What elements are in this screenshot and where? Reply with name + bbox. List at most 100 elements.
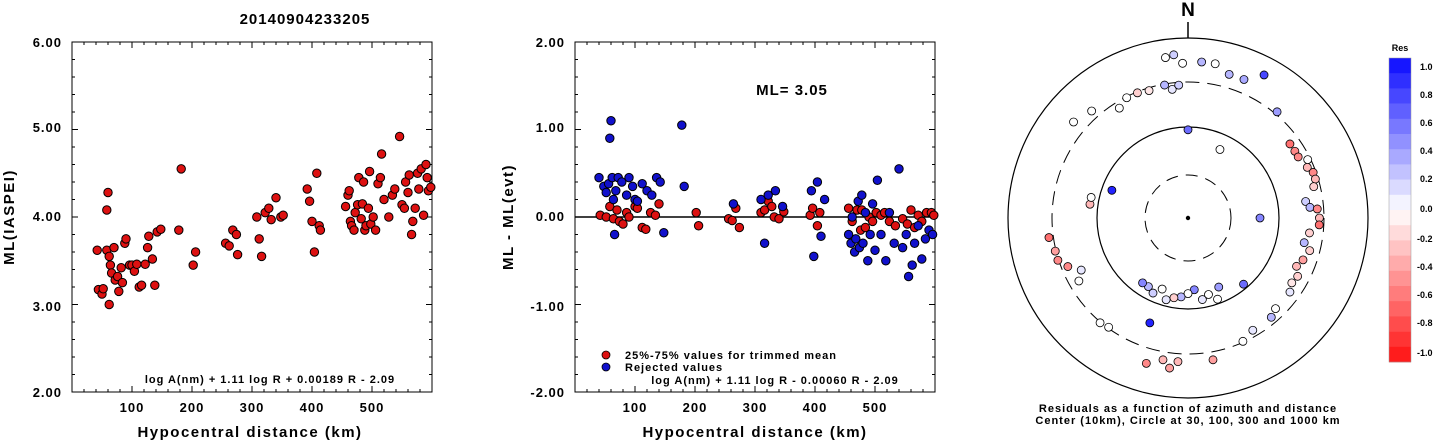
x-tick-label: 100 [623, 400, 648, 415]
station-point [1298, 255, 1308, 265]
x-tick-label: 300 [240, 400, 265, 415]
data-point [621, 190, 632, 200]
colorbar-cell [1389, 194, 1411, 211]
data-point [812, 221, 823, 231]
data-point [917, 254, 927, 264]
data-point [627, 181, 638, 192]
y-tick-label: 1.00 [536, 120, 565, 135]
station-point [1141, 358, 1151, 368]
data-point [863, 256, 873, 266]
station-point [1287, 278, 1297, 288]
data-point [418, 210, 429, 220]
data-point [116, 263, 126, 273]
station-point [1248, 325, 1258, 335]
station-point [1183, 125, 1193, 135]
data-point [309, 247, 320, 257]
colorbar-tick-label: 0.6 [1420, 118, 1433, 128]
colorbar-cell [1389, 134, 1411, 150]
station-point [1204, 290, 1213, 299]
data-point [188, 260, 198, 270]
data-point [897, 242, 908, 253]
legend-marker-rejected [601, 362, 611, 372]
colorbar-cell [1389, 164, 1411, 180]
data-point [349, 225, 359, 235]
station-point [1158, 355, 1168, 365]
colorbar-cell [1389, 103, 1411, 120]
data-point [617, 177, 627, 187]
station-point [1208, 355, 1218, 365]
data-point [370, 225, 381, 235]
y-axis-label: ML - ML(evt) [500, 164, 517, 270]
station-point [1301, 197, 1311, 206]
legend-label-rejected: Rejected values [625, 362, 723, 374]
station-point [1053, 255, 1063, 265]
colorbar-cell [1389, 240, 1411, 256]
station-point [1224, 69, 1234, 79]
data-point [132, 259, 142, 269]
data-point [865, 229, 875, 240]
station-point [1255, 213, 1265, 223]
data-point [774, 214, 784, 224]
data-point [632, 196, 643, 206]
data-point [647, 190, 657, 200]
data-point [608, 194, 619, 205]
data-point [156, 224, 166, 234]
data-point [611, 186, 621, 196]
station-point [1161, 295, 1171, 305]
colorbar-cell [1389, 301, 1411, 317]
data-point [903, 271, 914, 282]
data-point [404, 170, 414, 180]
station-point [1148, 288, 1158, 298]
data-point [264, 203, 274, 213]
station-point [1044, 233, 1054, 242]
colorbar-tick-label: -1.0 [1417, 348, 1433, 358]
data-point [857, 190, 867, 200]
y-tick-label: 6.00 [33, 35, 62, 50]
data-point [307, 216, 317, 227]
colorbar-cell [1389, 286, 1411, 302]
station-point [1167, 84, 1177, 94]
data-point [232, 249, 243, 260]
colorbar-title: Res [1392, 43, 1409, 53]
station-point [1293, 271, 1303, 281]
station-point [1087, 106, 1097, 116]
colorbar-cell [1389, 255, 1411, 272]
figure-title: 20140904233205 [240, 11, 371, 28]
colorbar-cell [1389, 149, 1411, 165]
data-point [375, 172, 386, 183]
data-point [403, 187, 413, 198]
colorbar-cell [1389, 118, 1411, 135]
data-point [271, 193, 281, 203]
data-point [860, 222, 871, 233]
colorbar-tick-label: -0.6 [1417, 290, 1433, 300]
data-point [358, 177, 369, 187]
station-point [1086, 193, 1096, 202]
station-point [1173, 357, 1183, 367]
data-point [624, 212, 634, 222]
data-point [767, 201, 777, 212]
station-point [1069, 117, 1078, 127]
data-point [624, 172, 634, 183]
data-point [376, 149, 387, 159]
station-point [1285, 139, 1295, 149]
data-point [819, 194, 830, 205]
ml-value-label: ML= 3.05 [756, 82, 828, 99]
data-point [763, 190, 773, 200]
station-point [1189, 285, 1199, 295]
colorbar-cell [1389, 346, 1411, 363]
data-point [410, 203, 420, 213]
data-point [256, 251, 267, 262]
station-point [1122, 93, 1132, 103]
data-point [650, 210, 661, 220]
data-point [136, 280, 147, 290]
station-point [1239, 75, 1249, 84]
panel-ml-residual: 2.00 1.00 0.00 -1.00 -2.00 100 200 300 4… [500, 35, 939, 441]
station-point [1259, 70, 1269, 80]
x-tick-label: 200 [180, 400, 205, 415]
plot1-axis-ticks [71, 41, 433, 393]
data-point [889, 238, 899, 248]
data-point [117, 277, 128, 288]
station-point [1178, 58, 1187, 68]
data-point [860, 207, 871, 218]
